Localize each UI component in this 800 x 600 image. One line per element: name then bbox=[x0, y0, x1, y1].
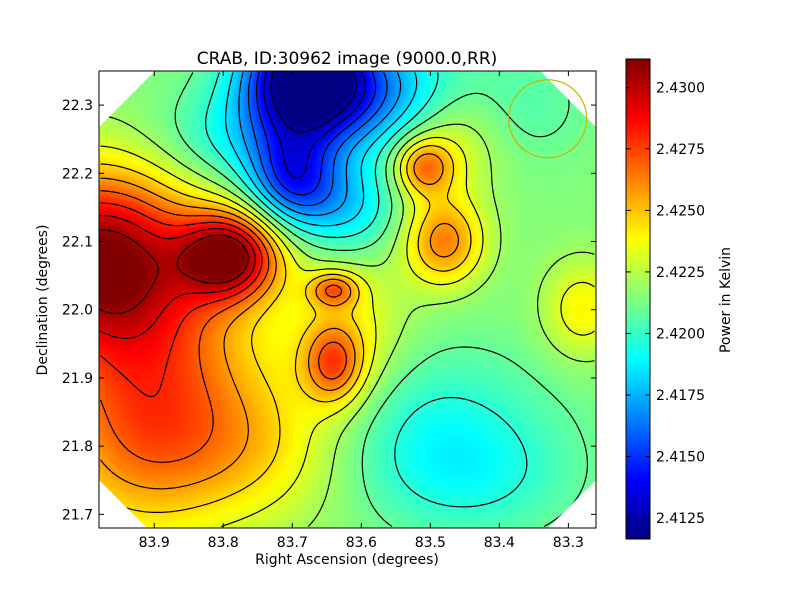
colorbar-axis: 2.4125 2.4150 2.4175 2.4200 2.4225 2.4250 2.42… bbox=[626, 80, 705, 527]
contour-line bbox=[247, 72, 388, 207]
x-tick-label: 83.5 bbox=[415, 535, 446, 551]
colorbar-tick-label: 2.4225 bbox=[656, 265, 705, 281]
plot-frame bbox=[98, 70, 597, 529]
y-tick-label: 22.3 bbox=[62, 98, 93, 114]
contour-line bbox=[238, 72, 402, 216]
contour-line bbox=[100, 153, 459, 490]
contour-line bbox=[100, 202, 263, 398]
contour-lines bbox=[100, 72, 595, 528]
colorbar-tick-label: 2.4175 bbox=[656, 388, 705, 404]
chart-title: CRAB, ID:30962 image (9000.0,RR) bbox=[197, 49, 498, 69]
y-tick-label: 22.2 bbox=[62, 166, 93, 182]
x-tick-label: 83.9 bbox=[139, 535, 170, 551]
x-tick-label: 83.4 bbox=[484, 535, 515, 551]
colorbar-tick-label: 2.4125 bbox=[656, 511, 705, 527]
colorbar-tick-label: 2.4275 bbox=[656, 142, 705, 158]
contour-line bbox=[100, 190, 347, 463]
x-tick-label: 83.8 bbox=[208, 535, 239, 551]
y-tick-label: 21.9 bbox=[62, 371, 93, 387]
contour-line bbox=[100, 229, 249, 315]
contour-line bbox=[100, 145, 472, 513]
colorbar bbox=[625, 58, 651, 540]
beam-circle bbox=[508, 79, 588, 159]
x-axis-label: Right Ascension (degrees) bbox=[255, 552, 439, 568]
x-tick-label: 83.7 bbox=[277, 535, 308, 551]
x-tick-label: 83.3 bbox=[553, 535, 584, 551]
y-tick-label: 21.8 bbox=[62, 439, 93, 455]
y-tick-label: 22.1 bbox=[62, 235, 93, 251]
contour-line bbox=[100, 215, 256, 339]
y-axis: 21.7 21.8 21.9 22.0 22.1 22.2 22.3 bbox=[62, 98, 596, 523]
colorbar-tick-label: 2.4250 bbox=[656, 203, 705, 219]
contour-line bbox=[205, 72, 528, 508]
y-tick-label: 22.0 bbox=[62, 303, 93, 319]
contour-line bbox=[225, 72, 418, 227]
contour-line bbox=[100, 136, 595, 528]
y-axis-label: Declination (degrees) bbox=[35, 225, 51, 376]
contour-line bbox=[270, 72, 357, 133]
colorbar-tick-label: 2.4200 bbox=[656, 326, 705, 342]
y-tick-label: 21.7 bbox=[62, 507, 93, 523]
contour-line bbox=[263, 72, 366, 179]
x-tick-label: 83.6 bbox=[346, 535, 377, 551]
colorbar-tick-label: 2.4300 bbox=[656, 80, 705, 96]
colorbar-tick-label: 2.4150 bbox=[656, 450, 705, 466]
contour-line bbox=[255, 72, 377, 196]
colorbar-label: Power in Kelvin bbox=[718, 247, 734, 353]
x-axis: 83.9 83.8 83.7 83.6 83.5 83.4 83.3 bbox=[139, 71, 584, 551]
contour-line bbox=[174, 72, 588, 528]
